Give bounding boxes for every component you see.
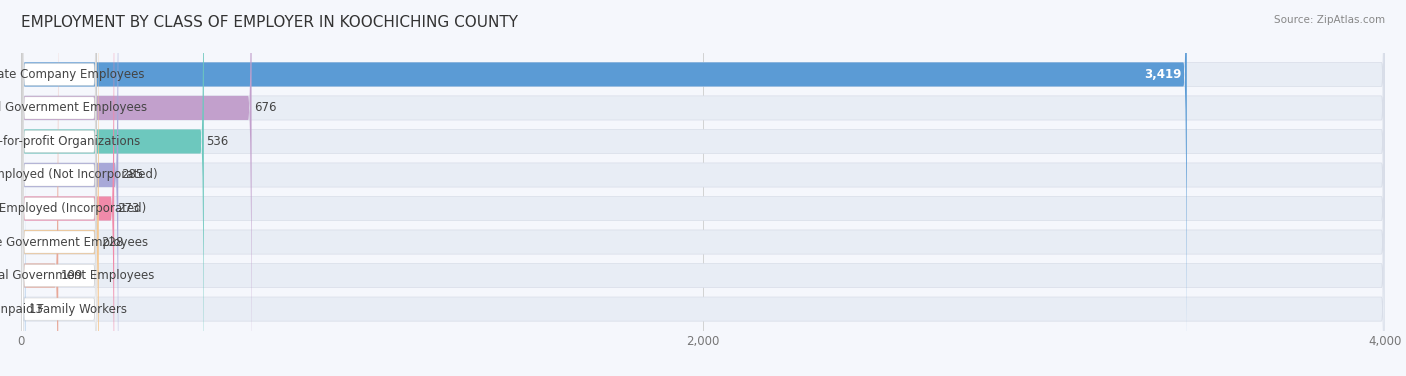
Text: Source: ZipAtlas.com: Source: ZipAtlas.com <box>1274 15 1385 25</box>
FancyBboxPatch shape <box>21 0 1385 376</box>
FancyBboxPatch shape <box>21 0 97 376</box>
FancyBboxPatch shape <box>21 0 1385 376</box>
Text: Local Government Employees: Local Government Employees <box>0 102 148 114</box>
FancyBboxPatch shape <box>21 0 1385 376</box>
Text: EMPLOYMENT BY CLASS OF EMPLOYER IN KOOCHICHING COUNTY: EMPLOYMENT BY CLASS OF EMPLOYER IN KOOCH… <box>21 15 517 30</box>
Text: 273: 273 <box>117 202 139 215</box>
FancyBboxPatch shape <box>21 0 252 376</box>
FancyBboxPatch shape <box>21 0 58 376</box>
FancyBboxPatch shape <box>21 0 1385 376</box>
Text: Not-for-profit Organizations: Not-for-profit Organizations <box>0 135 141 148</box>
Text: Federal Government Employees: Federal Government Employees <box>0 269 155 282</box>
FancyBboxPatch shape <box>21 0 97 376</box>
FancyBboxPatch shape <box>21 0 98 376</box>
Text: State Government Employees: State Government Employees <box>0 235 148 249</box>
Text: Unpaid Family Workers: Unpaid Family Workers <box>0 303 127 315</box>
FancyBboxPatch shape <box>21 0 1385 376</box>
FancyBboxPatch shape <box>21 0 118 376</box>
FancyBboxPatch shape <box>21 0 204 376</box>
Text: 3,419: 3,419 <box>1144 68 1181 81</box>
Text: Self-Employed (Incorporated): Self-Employed (Incorporated) <box>0 202 146 215</box>
FancyBboxPatch shape <box>21 0 1385 376</box>
FancyBboxPatch shape <box>21 18 97 376</box>
Text: 676: 676 <box>254 102 277 114</box>
FancyBboxPatch shape <box>21 0 114 376</box>
FancyBboxPatch shape <box>21 0 1385 376</box>
Text: 285: 285 <box>121 168 143 182</box>
Text: 536: 536 <box>207 135 229 148</box>
FancyBboxPatch shape <box>21 0 1187 376</box>
Text: 109: 109 <box>60 269 83 282</box>
Text: 13: 13 <box>28 303 44 315</box>
FancyBboxPatch shape <box>21 0 1385 376</box>
Text: Private Company Employees: Private Company Employees <box>0 68 143 81</box>
FancyBboxPatch shape <box>21 0 97 376</box>
FancyBboxPatch shape <box>21 0 97 376</box>
FancyBboxPatch shape <box>21 147 25 376</box>
Text: 228: 228 <box>101 235 124 249</box>
FancyBboxPatch shape <box>21 0 97 376</box>
FancyBboxPatch shape <box>21 0 97 376</box>
FancyBboxPatch shape <box>21 0 97 365</box>
Text: Self-Employed (Not Incorporated): Self-Employed (Not Incorporated) <box>0 168 157 182</box>
